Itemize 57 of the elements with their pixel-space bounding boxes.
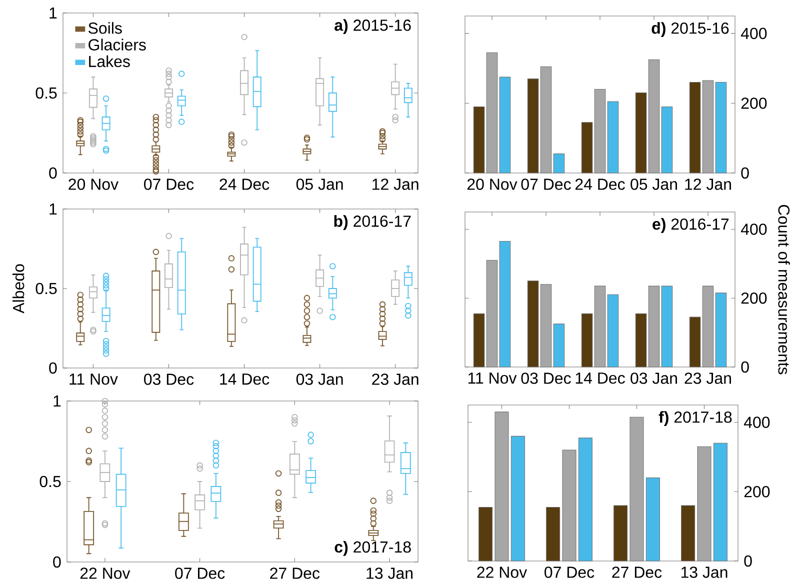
- y2-tick-label: 0: [741, 167, 749, 179]
- x-tick-label: 27 Dec: [270, 568, 320, 579]
- x-tick-label: 23 Jan: [372, 374, 418, 385]
- x-tick-label: 05 Jan: [630, 178, 677, 190]
- x-tick-label: 11 Nov: [468, 372, 517, 384]
- chart-title: b) 2016-17: [334, 215, 411, 230]
- legend-label: Glaciers: [88, 38, 146, 50]
- x-tick-label: 24 Dec: [575, 178, 625, 190]
- x-tick-label: 27 Dec: [612, 566, 662, 578]
- chart-title: e) 2016-17: [652, 218, 729, 233]
- x-tick-label: 03 Dec: [521, 372, 571, 384]
- chart-title: d) 2015-16: [652, 22, 729, 37]
- y-tick-label: 0.5: [36, 87, 57, 99]
- x-tick-label: 13 Jan: [366, 568, 412, 579]
- x-tick-label: 23 Jan: [684, 372, 731, 384]
- x-tick-label: 05 Jan: [296, 178, 343, 190]
- y2-tick-label: 400: [744, 416, 770, 428]
- x-tick-label: 07 Dec: [544, 566, 594, 578]
- text: c) 2017-18: [334, 540, 411, 556]
- x-tick-label: 20 Nov: [68, 178, 118, 190]
- x-tick-label: 03 Jan: [630, 372, 677, 384]
- y-tick-label: 1: [50, 204, 57, 215]
- y-tick-label: 0.5: [40, 476, 61, 488]
- y-tick-label: 0: [53, 556, 61, 568]
- y2-tick-label: 0: [744, 555, 752, 567]
- y2-tick-label: 200: [741, 292, 767, 304]
- y-tick-label: 0: [49, 362, 57, 374]
- x-tick-label: 07 Dec: [144, 178, 194, 190]
- x-tick-label: 07 Dec: [521, 178, 571, 190]
- x-tick-label: 22 Nov: [477, 566, 528, 578]
- y-tick-label: 1: [54, 396, 61, 407]
- y2-axis-title: Count of measurements: [778, 204, 790, 374]
- x-tick-label: 24 Dec: [220, 178, 270, 190]
- y-tick-label: 0.5: [36, 282, 57, 294]
- y2-tick-label: 400: [740, 224, 767, 235]
- y-axis-title: Albedo: [12, 264, 24, 314]
- y-tick-label: 1: [50, 8, 57, 19]
- x-tick-label: 13 Jan: [681, 566, 728, 578]
- x-tick-label: 22 Nov: [80, 568, 130, 579]
- y2-tick-label: 0: [741, 361, 749, 373]
- x-tick-label: 03 Jan: [296, 374, 343, 385]
- x-tick-label: 12 Jan: [372, 178, 418, 190]
- legend-label: Soils: [88, 22, 122, 34]
- x-tick-label: 20 Nov: [467, 178, 518, 190]
- x-tick-label: 03 Dec: [144, 374, 194, 385]
- chart-title: a) 2015-16: [334, 19, 411, 34]
- x-tick-label: 14 Dec: [576, 372, 625, 384]
- y-tick-label: 0: [49, 167, 57, 179]
- x-tick-label: 11 Nov: [70, 374, 118, 385]
- x-tick-label: 07 Dec: [175, 568, 225, 579]
- x-tick-label: 14 Dec: [220, 374, 270, 385]
- y2-tick-label: 200: [744, 486, 770, 498]
- x-tick-label: 12 Jan: [685, 178, 731, 190]
- chart-title: f) 2017-18: [658, 411, 732, 426]
- y2-tick-label: 200: [741, 98, 767, 109]
- legend-label: Lakes: [89, 55, 130, 68]
- y2-tick-label: 400: [740, 28, 767, 40]
